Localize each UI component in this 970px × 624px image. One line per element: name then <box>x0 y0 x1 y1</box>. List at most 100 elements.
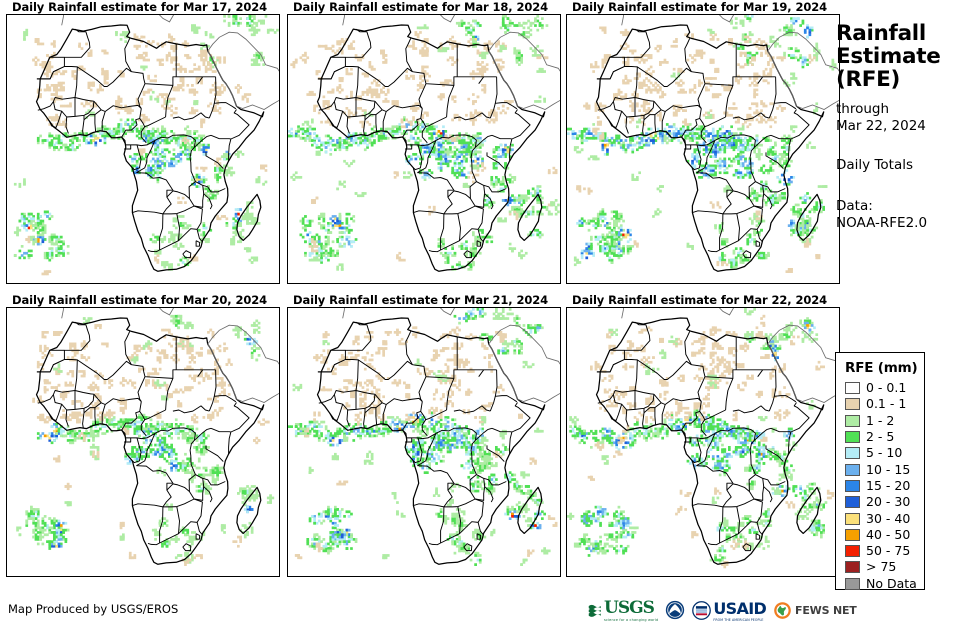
madagascar-outline <box>517 193 543 242</box>
rainfall-overlay <box>288 308 558 566</box>
usgs-logo: USGS science for a changing world <box>588 598 658 622</box>
map-title-line-3: (RFE) <box>836 67 901 92</box>
arabia-outline <box>207 31 279 110</box>
legend-label: 10 - 15 <box>866 461 911 477</box>
legend-swatch <box>845 414 860 427</box>
rfe-raster-map <box>567 15 839 283</box>
map-panel-title: Daily Rainfall estimate for Mar 21, 2024 <box>293 293 549 307</box>
map-credit: Map Produced by USGS/EROS <box>8 602 179 616</box>
map-canvas[interactable] <box>6 14 280 284</box>
legend-entry: 1 - 2 <box>845 413 924 429</box>
arabia-outline <box>488 324 560 403</box>
legend-label: 50 - 75 <box>866 543 911 559</box>
map-panel[interactable]: Daily Rainfall estimate for Mar 21, 2024 <box>287 293 561 577</box>
data-label: Data: <box>836 198 873 214</box>
legend-entry: 20 - 30 <box>845 494 924 510</box>
usaid-logo-text: USAID <box>713 598 767 618</box>
country-borders <box>36 28 250 259</box>
legend-label: 20 - 30 <box>866 494 911 510</box>
map-canvas[interactable] <box>6 307 280 577</box>
country-borders <box>317 321 531 552</box>
surrounding-landmass-outlines <box>342 15 560 110</box>
legend-entry: > 75 <box>845 559 924 575</box>
through-label: through <box>836 101 890 117</box>
country-borders <box>596 321 810 552</box>
map-panel[interactable]: Daily Rainfall estimate for Mar 22, 2024 <box>566 293 840 577</box>
title-block: Rainfall Estimate (RFE) through Mar 22, … <box>836 22 968 232</box>
legend-swatch <box>845 463 860 476</box>
legend-entry: No Data <box>845 576 924 592</box>
arabia-outline <box>767 324 839 403</box>
legend-swatch <box>845 382 860 395</box>
legend-swatch <box>845 398 860 411</box>
map-canvas[interactable] <box>287 14 561 284</box>
map-panel-title: Daily Rainfall estimate for Mar 20, 2024 <box>12 293 268 307</box>
surrounding-landmass-outlines <box>621 15 839 110</box>
legend-entry: 50 - 75 <box>845 543 924 559</box>
legend-entry: 15 - 20 <box>845 478 924 494</box>
map-panel[interactable]: Daily Rainfall estimate for Mar 19, 2024 <box>566 0 840 284</box>
arabia-outline <box>767 31 839 110</box>
usaid-logo: USAID FROM THE AMERICAN PEOPLE <box>692 598 767 622</box>
usaid-seal-icon <box>692 600 712 620</box>
usaid-logo-tagline: FROM THE AMERICAN PEOPLE <box>713 617 764 622</box>
legend-swatch <box>845 496 860 509</box>
legend-label: 2 - 5 <box>866 429 895 445</box>
legend-label: 30 - 40 <box>866 510 911 526</box>
usgs-wave-icon <box>588 604 601 617</box>
surrounding-landmass-outlines <box>61 308 279 403</box>
legend-label: 0.1 - 1 <box>866 396 907 412</box>
legend-label: 5 - 10 <box>866 445 903 461</box>
legend-title: RFE (mm) <box>845 360 918 376</box>
rfe-raster-map <box>288 308 560 576</box>
legend-swatch <box>845 528 860 541</box>
legend-swatch <box>845 545 860 558</box>
country-borders <box>36 321 250 552</box>
country-borders <box>317 28 531 259</box>
legend-label: 40 - 50 <box>866 526 911 542</box>
legend-label: 15 - 20 <box>866 477 911 493</box>
map-canvas[interactable] <box>566 307 840 577</box>
country-borders <box>596 28 810 259</box>
fews-net-logo: FEWS NET <box>773 601 857 620</box>
daily-totals-label: Daily Totals <box>836 157 914 173</box>
legend-entry: 0.1 - 1 <box>845 396 924 412</box>
legend-swatch <box>845 577 860 590</box>
legend-entry: 30 - 40 <box>845 510 924 526</box>
surrounding-landmass-outlines <box>621 308 839 403</box>
legend-entry: 2 - 5 <box>845 429 924 445</box>
surrounding-landmass-outlines <box>61 15 279 110</box>
map-panel[interactable]: Daily Rainfall estimate for Mar 18, 2024 <box>287 0 561 284</box>
legend-swatch <box>845 447 860 460</box>
madagascar-outline <box>796 486 822 535</box>
legend-label: 1 - 2 <box>866 412 895 428</box>
map-panel-title: Daily Rainfall estimate for Mar 19, 2024 <box>572 0 828 14</box>
map-canvas[interactable] <box>287 307 561 577</box>
legend-label: 0 - 0.1 <box>866 380 907 396</box>
map-canvas[interactable] <box>566 14 840 284</box>
rfe-raster-map <box>7 15 279 283</box>
legend-swatch <box>845 431 860 444</box>
legend-label: > 75 <box>866 559 897 575</box>
map-title-line-1: Rainfall <box>836 21 926 46</box>
fews-net-logo-text: FEWS NET <box>795 603 857 617</box>
rainfall-overlay <box>567 15 837 273</box>
legend-entry: 10 - 15 <box>845 461 924 477</box>
noaa-logo <box>665 600 685 620</box>
map-panel[interactable]: Daily Rainfall estimate for Mar 20, 2024 <box>6 293 280 577</box>
agency-logos: USGS science for a changing world USAID … <box>588 598 857 622</box>
map-panel[interactable]: Daily Rainfall estimate for Mar 17, 2024 <box>6 0 280 284</box>
legend-entry: 5 - 10 <box>845 445 924 461</box>
legend-swatch <box>845 561 860 574</box>
data-source: NOAA-RFE2.0 <box>836 215 928 231</box>
legend-swatch <box>845 479 860 492</box>
map-title-line-2: Estimate <box>836 44 941 69</box>
noaa-seal-icon <box>666 600 685 620</box>
legend-entry: 40 - 50 <box>845 527 924 543</box>
usgs-logo-text: USGS <box>604 598 655 618</box>
arabia-outline <box>207 324 279 403</box>
fews-globe-icon <box>774 601 791 619</box>
rfe-raster-map <box>288 15 560 283</box>
map-panel-title: Daily Rainfall estimate for Mar 22, 2024 <box>572 293 828 307</box>
